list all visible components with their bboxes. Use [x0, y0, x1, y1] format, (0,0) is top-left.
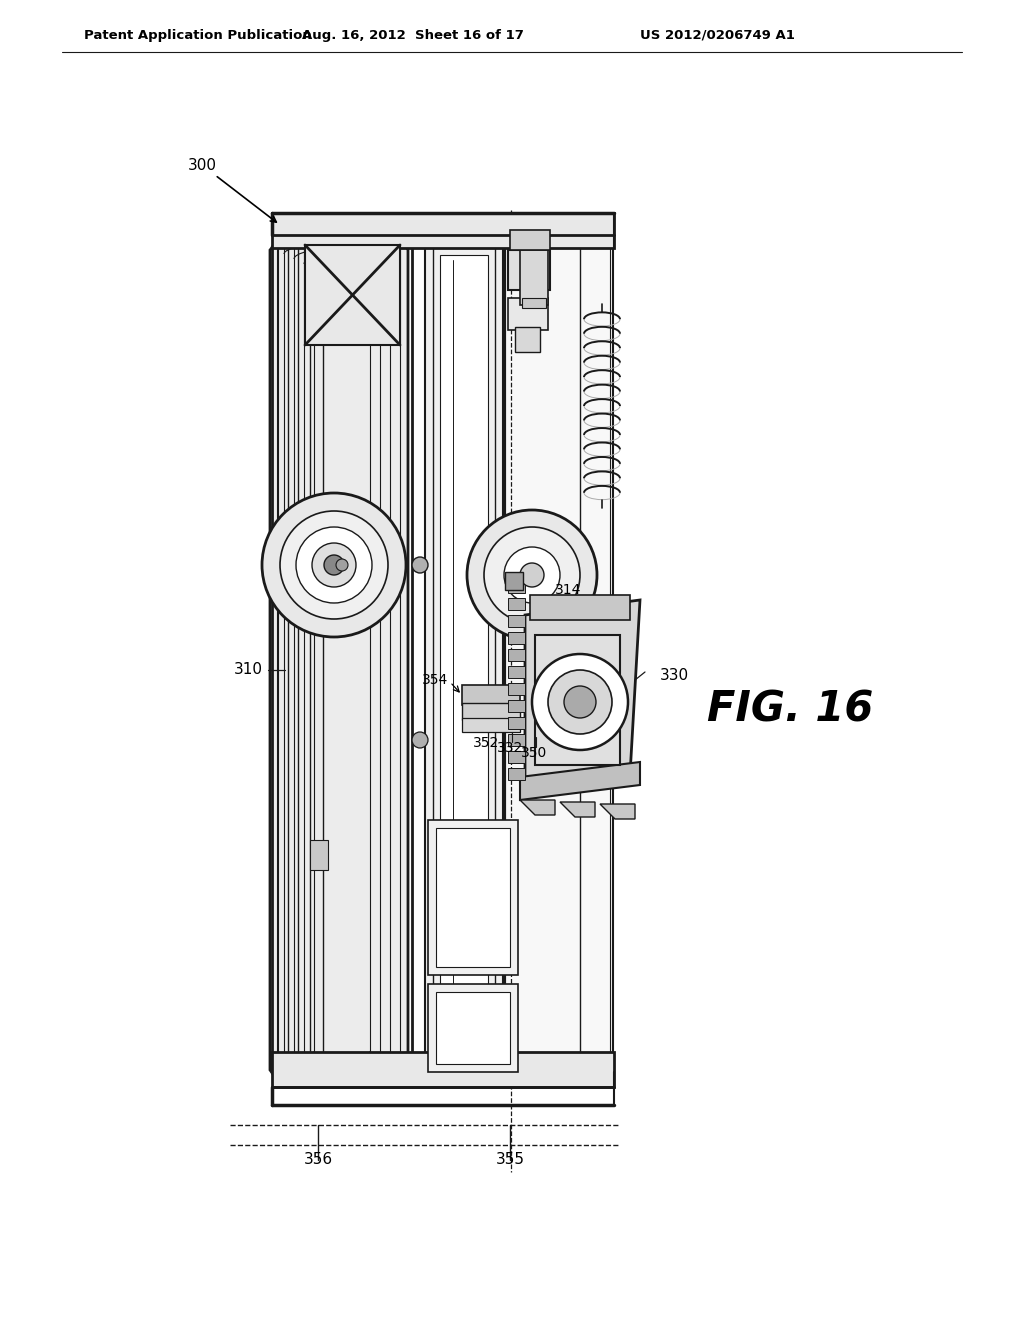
Circle shape	[336, 558, 348, 572]
Bar	[520, 249, 548, 305]
Bar	[508, 768, 525, 780]
Circle shape	[548, 671, 612, 734]
Bar	[505, 572, 523, 590]
Bar	[530, 595, 630, 620]
Text: 356: 356	[303, 1152, 333, 1167]
Bar	[508, 632, 525, 644]
Bar	[508, 298, 548, 330]
Text: 330: 330	[660, 668, 689, 682]
Bar	[510, 230, 550, 249]
Bar	[428, 983, 518, 1072]
Circle shape	[504, 546, 560, 603]
Bar	[505, 248, 613, 1072]
Bar	[428, 820, 518, 975]
Text: FIG. 16: FIG. 16	[707, 689, 873, 731]
Bar	[508, 751, 525, 763]
Text: 355: 355	[496, 1152, 524, 1167]
Bar	[462, 718, 520, 733]
Bar	[436, 993, 510, 1064]
Circle shape	[484, 527, 580, 623]
Polygon shape	[270, 235, 408, 1086]
Bar	[425, 248, 503, 1072]
Bar	[508, 734, 525, 746]
Text: 350: 350	[521, 746, 547, 760]
Circle shape	[467, 510, 597, 640]
Bar	[535, 635, 620, 766]
Text: 300: 300	[187, 157, 216, 173]
Polygon shape	[520, 762, 640, 800]
Bar	[508, 581, 525, 593]
Circle shape	[520, 564, 544, 587]
Bar	[508, 700, 525, 711]
Circle shape	[324, 554, 344, 576]
Polygon shape	[600, 804, 635, 818]
Circle shape	[564, 686, 596, 718]
Circle shape	[312, 543, 356, 587]
Text: 314: 314	[555, 583, 582, 597]
Bar	[462, 685, 520, 705]
Bar	[440, 255, 488, 1065]
Circle shape	[412, 557, 428, 573]
Bar	[508, 249, 550, 290]
Text: 354: 354	[422, 673, 449, 686]
Bar	[272, 1052, 614, 1086]
Bar	[515, 327, 540, 352]
Polygon shape	[525, 601, 640, 789]
Bar	[508, 667, 525, 678]
Text: Patent Application Publication: Patent Application Publication	[84, 29, 311, 41]
Bar	[508, 615, 525, 627]
Bar	[508, 682, 525, 696]
Bar	[305, 246, 400, 345]
Circle shape	[280, 511, 388, 619]
Bar	[508, 598, 525, 610]
Circle shape	[412, 733, 428, 748]
Polygon shape	[520, 800, 555, 814]
Bar	[508, 649, 525, 661]
Text: Aug. 16, 2012  Sheet 16 of 17: Aug. 16, 2012 Sheet 16 of 17	[302, 29, 524, 41]
Circle shape	[296, 527, 372, 603]
Text: 352: 352	[473, 737, 499, 750]
Bar	[508, 717, 525, 729]
Bar	[272, 213, 614, 248]
Bar	[436, 828, 510, 968]
Circle shape	[532, 653, 628, 750]
Bar	[310, 840, 328, 870]
Circle shape	[262, 492, 406, 638]
Text: 332: 332	[497, 741, 523, 755]
Polygon shape	[560, 803, 595, 817]
Text: US 2012/0206749 A1: US 2012/0206749 A1	[640, 29, 795, 41]
Text: 310: 310	[233, 663, 262, 677]
Bar	[522, 298, 546, 308]
Bar	[462, 704, 520, 719]
